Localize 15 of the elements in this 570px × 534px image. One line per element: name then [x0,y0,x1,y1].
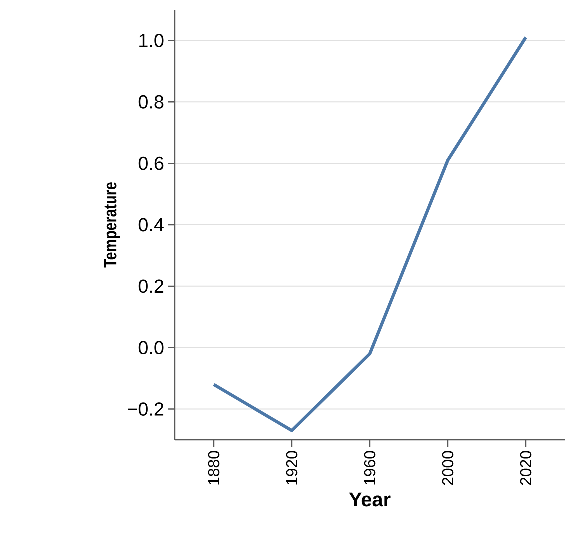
y-tick-label: 0.4 [138,218,164,232]
y-tick-label: 0.0 [138,341,164,355]
y-tick-label: 0.2 [138,280,164,294]
line-series [212,36,528,432]
x-tick-label: 1920 [286,451,298,485]
y-axis-title: Temperature [104,182,120,268]
x-tick-label: 1960 [364,451,376,485]
x-axis-title: Year [349,492,391,507]
y-tick-label: 0.8 [138,95,164,109]
x-tick-label: 1880 [208,451,220,485]
y-tick-label: 1.0 [140,34,164,48]
x-tick-label: 2020 [520,451,532,486]
y-tick-label: −0.2 [128,402,164,416]
x-tick-label: 2000 [442,451,454,486]
y-tick-label: 0.6 [138,156,164,170]
